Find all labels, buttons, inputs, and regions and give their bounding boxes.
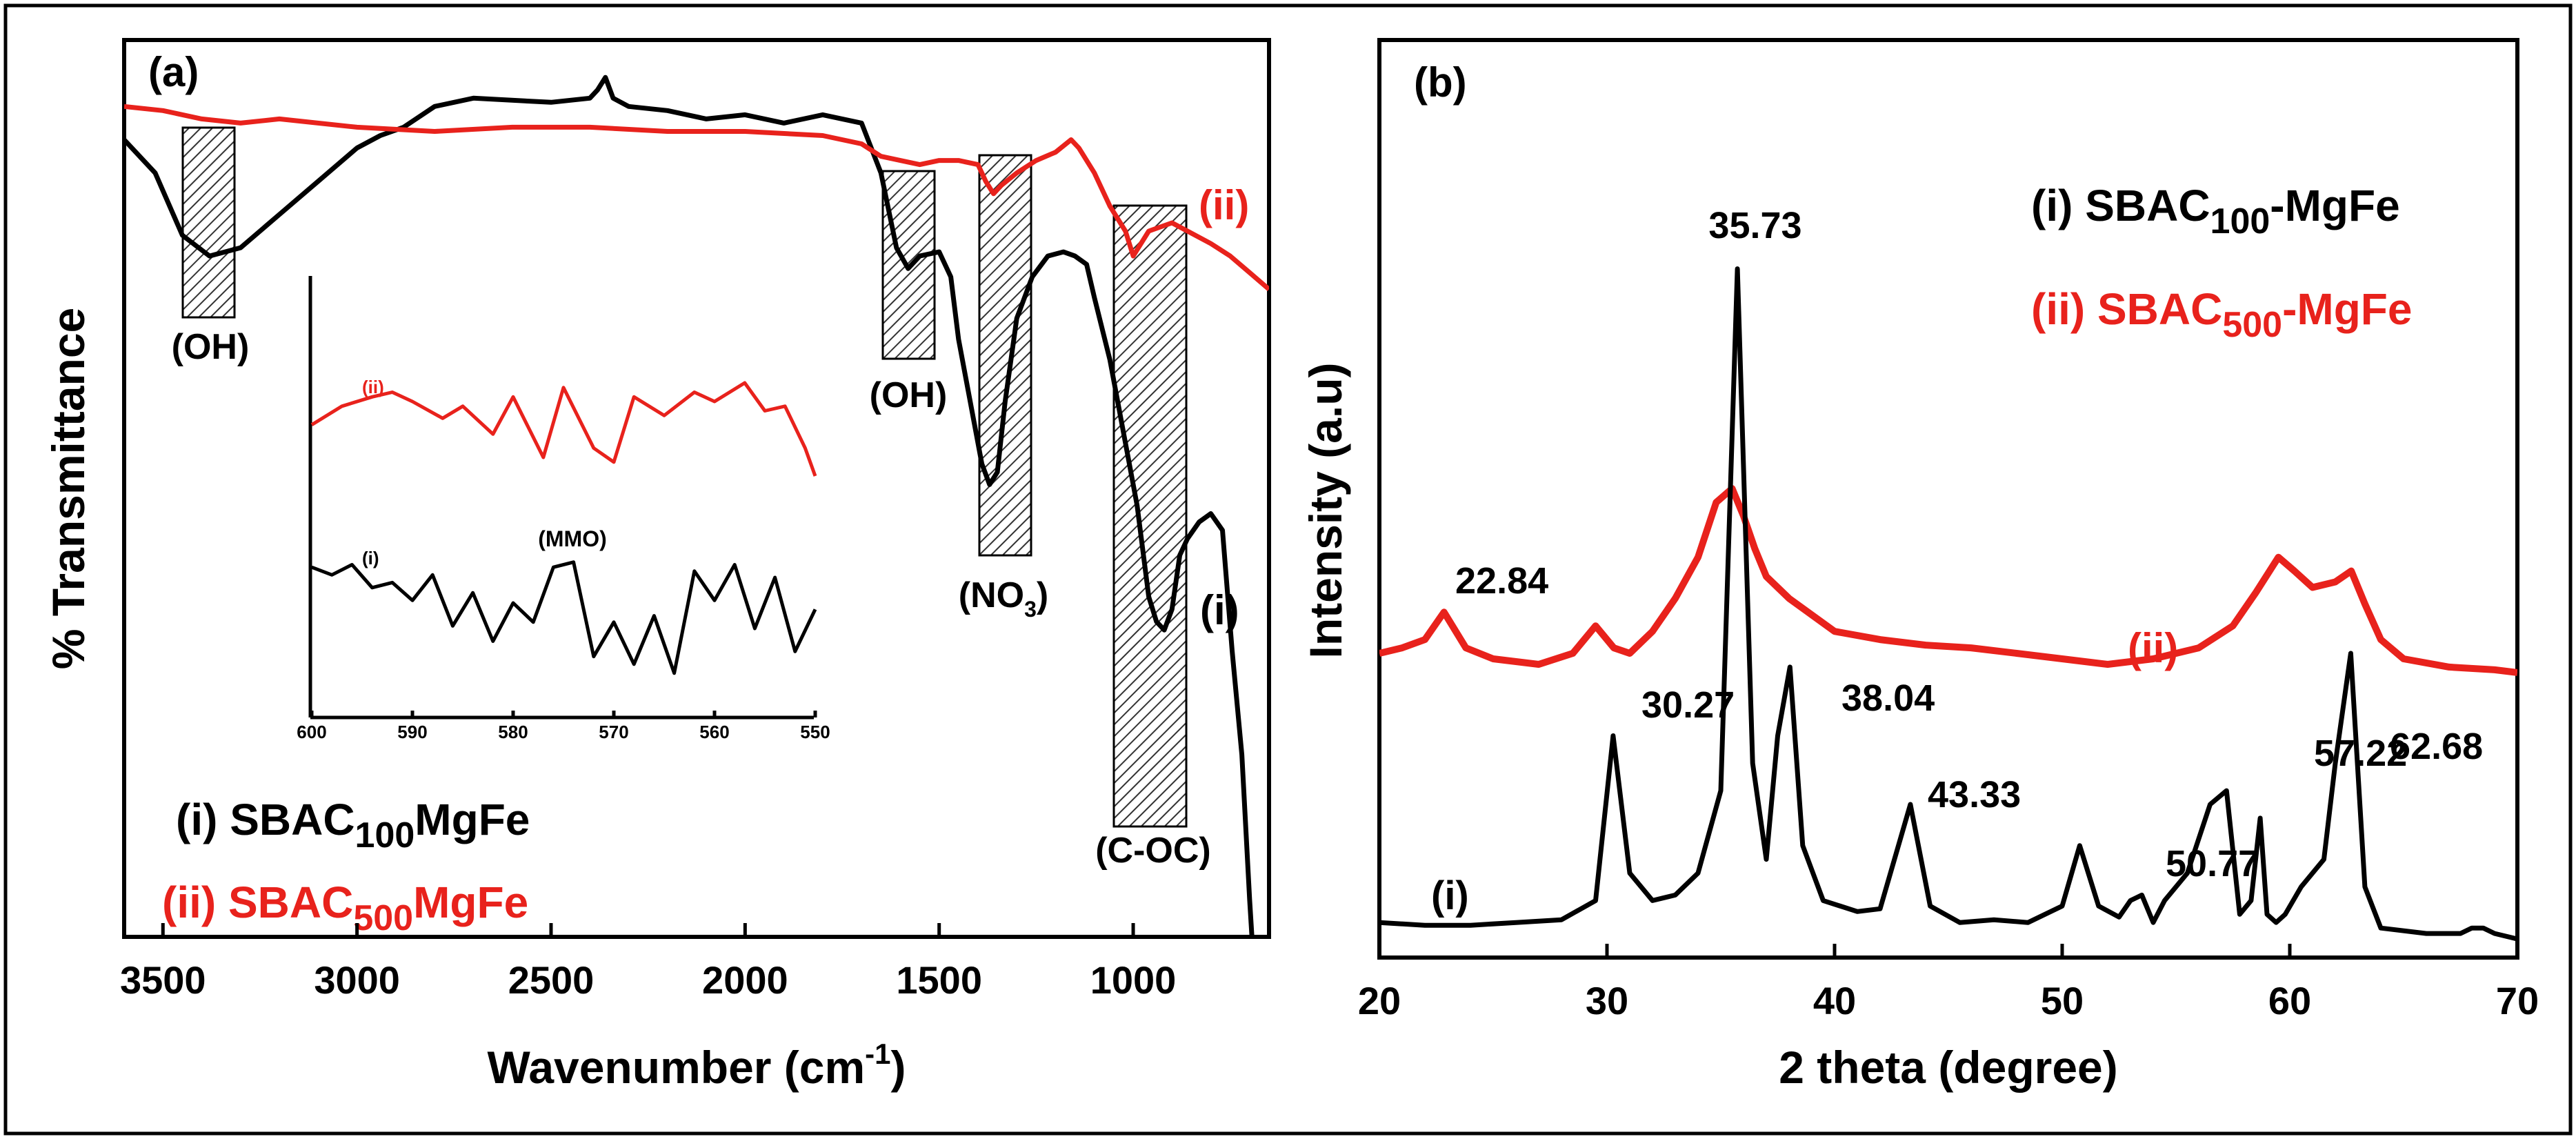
panel-a-x-tick-2500-label: 2500 bbox=[508, 958, 595, 1002]
peak-label-57-22: 57.22 bbox=[2314, 733, 2407, 774]
no3-band bbox=[978, 154, 1032, 557]
inset-x-tick-550-label: 550 bbox=[800, 722, 830, 742]
panel-a-x-axis-title: Wavenumber (cm-1) bbox=[487, 1038, 906, 1093]
panel-a-plot-frame bbox=[122, 38, 1271, 939]
inset-x-tick-600-label: 600 bbox=[297, 722, 326, 742]
inset-mmo-label: (MMO) bbox=[538, 526, 607, 551]
peak-label-30-27: 30.27 bbox=[1641, 684, 1735, 726]
peak-label-50-77: 50.77 bbox=[2166, 843, 2259, 884]
inset-x-tick-580-label: 580 bbox=[498, 722, 528, 742]
panel-a-x-tick-2000-label: 2000 bbox=[702, 958, 788, 1002]
xrd-series-ii-line bbox=[1379, 485, 2517, 676]
inset-x-tick-570-label: 570 bbox=[599, 722, 628, 742]
panel-a-y-axis-title: % Transmittance bbox=[43, 308, 94, 670]
inset-x-tick-560-label: 560 bbox=[699, 722, 729, 742]
series-ii-line bbox=[124, 103, 1269, 291]
xrd-legend-entry-i: (i) SBAC100-MgFe bbox=[2031, 181, 2400, 241]
panel-a-x-tick-1000-label: 1000 bbox=[1090, 958, 1177, 1002]
xrd-legend-entry-ii: (ii) SBAC500-MgFe bbox=[2031, 284, 2412, 345]
peak-label-38-04: 38.04 bbox=[1841, 677, 1935, 719]
panel-a-x-tick-3000-label: 3000 bbox=[314, 958, 400, 1002]
panel-b-x-axis-title: 2 theta (degree) bbox=[1779, 1042, 2117, 1093]
panel-a-ftir: (a) (OH) (OH) (NO3) (C-OC) (ii) (i) 600 5… bbox=[43, 38, 1271, 1093]
series-i-label: (i) bbox=[1200, 587, 1239, 633]
inset-series-ii-label: (ii) bbox=[362, 377, 384, 397]
xrd-series-i-label: (i) bbox=[1431, 873, 1469, 918]
panel-b-y-axis-title: Intensity (a.u) bbox=[1300, 362, 1351, 658]
annotation-no3: (NO3) bbox=[959, 575, 1048, 622]
panel-a-label: (a) bbox=[148, 49, 199, 95]
oh-band-3400 bbox=[181, 126, 236, 319]
panel-b-label: (b) bbox=[1414, 59, 1467, 106]
peak-label-43-33: 43.33 bbox=[1928, 774, 2021, 815]
peak-label-35-73: 35.73 bbox=[1708, 205, 1801, 246]
inset-series-ii-line bbox=[310, 381, 817, 477]
panel-b-x-tick-40-label: 40 bbox=[1813, 979, 1856, 1022]
peak-label-22-84: 22.84 bbox=[1455, 560, 1548, 602]
panel-a-bands bbox=[181, 126, 1188, 828]
series-ii-label: (ii) bbox=[1199, 182, 1249, 228]
panel-b-plot-frame bbox=[1377, 38, 2519, 960]
panel-b-xrd: (b) (i) SBAC100-MgFe (ii) SBAC500-MgFe 2… bbox=[1300, 38, 2539, 1093]
panel-b-x-tick-50-label: 50 bbox=[2041, 979, 2084, 1022]
panel-b-x-tick-30-label: 30 bbox=[1586, 979, 1628, 1022]
annotation-c-oc: (C-OC) bbox=[1095, 831, 1211, 871]
panel-a-x-ticks: 3500 3000 2500 2000 1500 1000 bbox=[120, 923, 1176, 1002]
legend-entry-ii: (ii) SBAC500MgFe bbox=[162, 878, 528, 938]
legend-entry-i: (i) SBAC100MgFe bbox=[176, 795, 530, 855]
inset-x-ticks: 600 590 580 570 560 550 bbox=[297, 711, 830, 742]
inset: 600 590 580 570 560 550 (ii) (i) (MMO) bbox=[297, 276, 830, 742]
panel-b-x-ticks: 20 30 40 50 60 70 bbox=[1358, 944, 2539, 1022]
annotation-oh-right: (OH) bbox=[870, 375, 948, 415]
series-i-line bbox=[124, 75, 1255, 937]
panel-a-x-tick-3500-label: 3500 bbox=[120, 958, 206, 1002]
panel-a-x-tick-1500-label: 1500 bbox=[896, 958, 982, 1002]
c-oc-band bbox=[1112, 204, 1188, 828]
panel-b-x-tick-60-label: 60 bbox=[2268, 979, 2311, 1022]
panel-b-x-tick-70-label: 70 bbox=[2496, 979, 2539, 1022]
xrd-series-i-line bbox=[1379, 266, 2517, 942]
xrd-series-ii-label: (ii) bbox=[2128, 625, 2178, 671]
inset-series-i-line bbox=[311, 560, 817, 675]
annotation-oh-left: (OH) bbox=[172, 327, 250, 367]
figure-border bbox=[3, 3, 2573, 1136]
peak-label-62-68: 62.68 bbox=[2390, 726, 2483, 767]
inset-x-tick-590-label: 590 bbox=[397, 722, 427, 742]
inset-series-i-label: (i) bbox=[362, 548, 379, 568]
panel-b-x-tick-20-label: 20 bbox=[1358, 979, 1401, 1022]
